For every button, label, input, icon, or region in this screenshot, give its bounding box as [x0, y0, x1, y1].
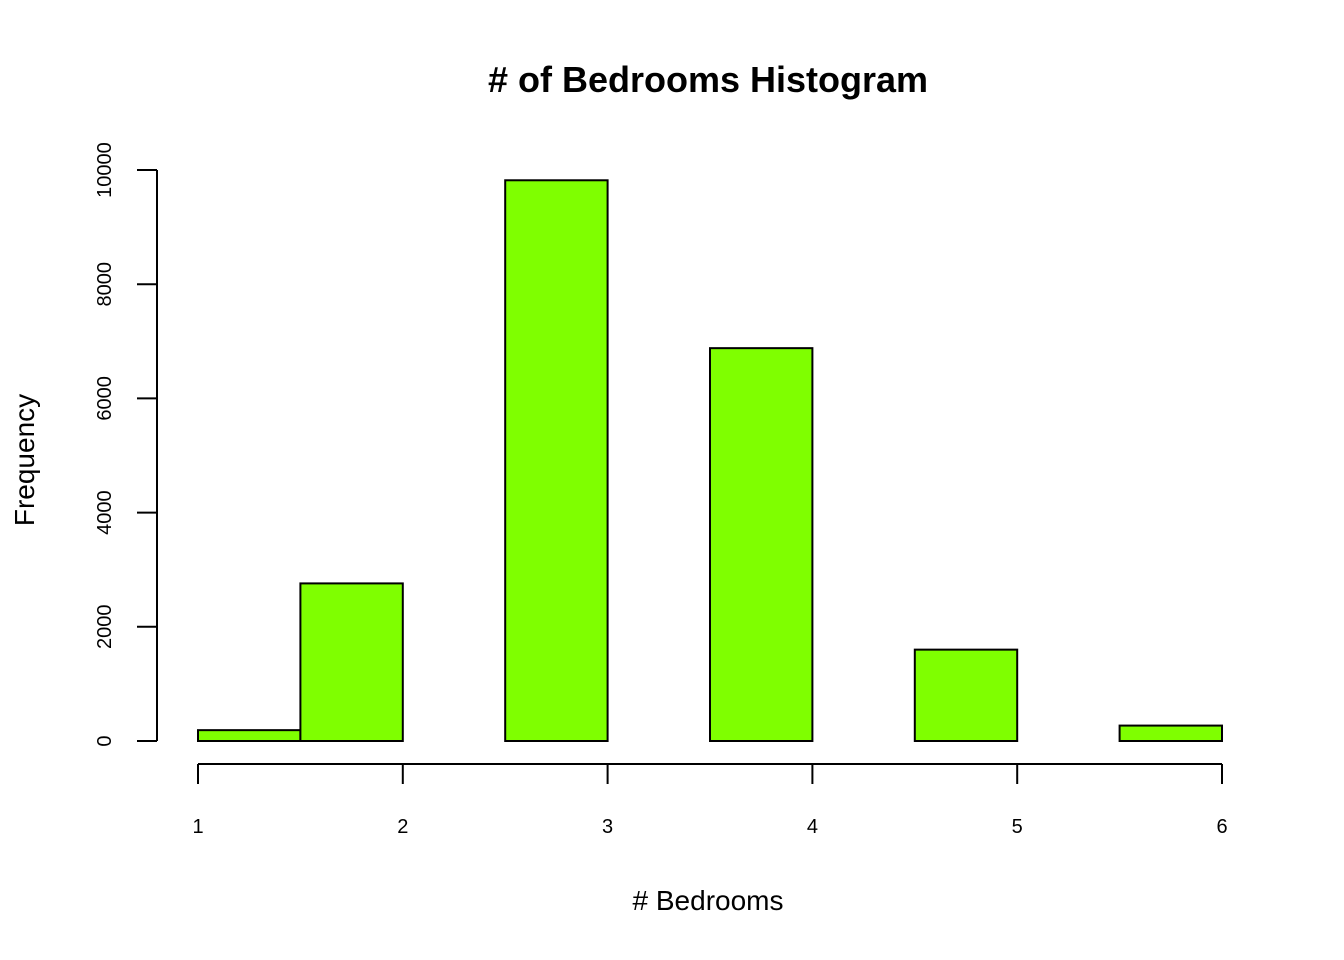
x-tick-label: 5: [1012, 816, 1023, 838]
y-tick-label: 2000: [94, 605, 116, 650]
x-tick-label: 6: [1216, 816, 1227, 838]
x-axis: 1 2 3 4 5 6: [192, 763, 1228, 838]
y-tick-label: 8000: [94, 262, 116, 307]
y-tick-label: 0: [94, 735, 116, 746]
x-tick-label: 3: [602, 816, 613, 838]
y-tick-label: 6000: [94, 376, 116, 421]
bars-group: [197, 179, 1223, 743]
histogram-bar-0: [197, 729, 302, 743]
y-tick-label: 4000: [94, 490, 116, 535]
y-axis-label: Frequency: [9, 394, 40, 526]
histogram-bar-7: [913, 648, 1019, 743]
y-tick-label: 10000: [94, 142, 116, 198]
histogram-bar-3: [504, 179, 609, 742]
histogram-bar-1: [299, 582, 404, 742]
x-tick-label: 2: [397, 816, 408, 838]
x-tick-label: 1: [192, 816, 203, 838]
chart-title: # of Bedrooms Histogram: [488, 59, 928, 100]
x-tick-label: 4: [807, 816, 818, 838]
histogram-bar-9: [1118, 724, 1223, 743]
histogram-bar-5: [709, 347, 814, 742]
x-axis-label: # Bedrooms: [633, 885, 784, 916]
y-axis: 0 2000 4000 6000 8000 10000: [94, 142, 158, 747]
